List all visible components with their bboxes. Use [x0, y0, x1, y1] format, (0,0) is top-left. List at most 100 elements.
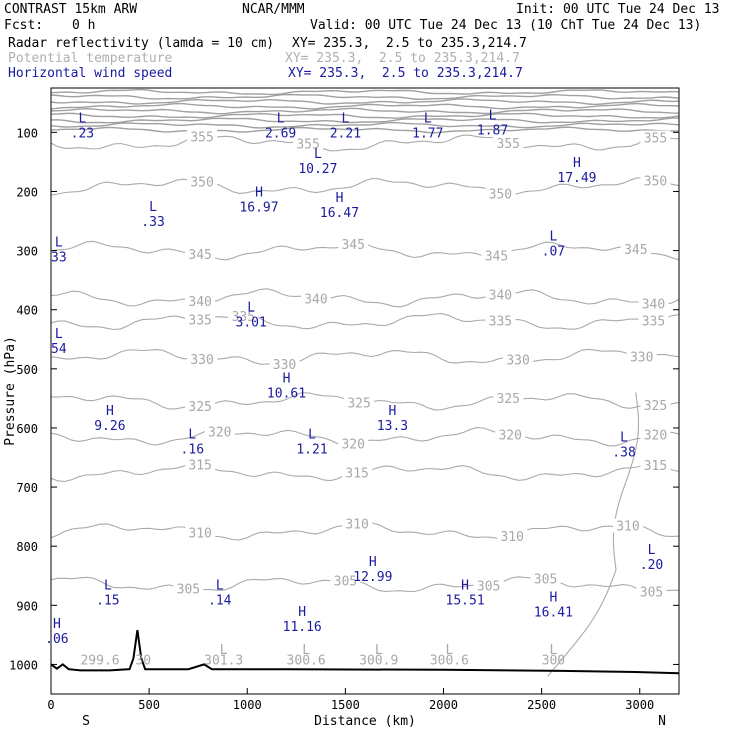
- terrain-line: [51, 629, 679, 675]
- theta-label: 315: [188, 459, 211, 474]
- wind-extremum-marker: H: [336, 191, 344, 206]
- plot-frame: [50, 87, 680, 695]
- theta-contour-305: [51, 576, 679, 594]
- valid-time: Valid: 00 UTC Tue 24 Dec 13 (10 ChT Tue …: [310, 18, 702, 33]
- theta-label-bg: [338, 436, 369, 451]
- wind-extremum-value: 33: [51, 251, 67, 266]
- theta-label: 305: [177, 583, 200, 598]
- theta-label-bg: [493, 135, 524, 150]
- field-1-xy: XY= 235.3, 2.5 to 235.3,214.7: [292, 36, 527, 51]
- wind-extremum-marker: H: [573, 156, 581, 171]
- surface-theta-label: 30: [135, 653, 151, 668]
- theta-label-bg: [485, 313, 516, 328]
- wind-extremum-marker: L: [55, 236, 63, 251]
- strat-contour: [51, 93, 679, 101]
- wind-extremum-value: 2.69: [265, 126, 296, 141]
- x-tick-label: 0: [47, 698, 54, 712]
- theta-label-bg: [481, 248, 512, 263]
- theta-label-bg: [497, 528, 528, 543]
- org-label: NCAR/MMM: [242, 2, 305, 17]
- theta-label: 310: [345, 518, 368, 533]
- y-tick-label: 1000: [9, 658, 38, 672]
- theta-label-bg: [204, 424, 235, 439]
- surface-theta-label: 300: [542, 653, 565, 668]
- theta-label-bg: [503, 352, 534, 367]
- wind-extremum-marker: H: [369, 555, 377, 570]
- theta-label-bg: [344, 395, 375, 410]
- y-axis-label: Pressure (hPa): [3, 336, 18, 446]
- y-tick-label: 600: [16, 422, 38, 436]
- theta-label: 320: [341, 438, 364, 453]
- surface-theta-label: 300.9: [359, 653, 398, 668]
- theta-label: 355: [190, 130, 213, 145]
- theta-label: 320: [208, 425, 231, 440]
- theta-label-bg: [300, 291, 331, 306]
- theta-label-bg: [330, 573, 361, 588]
- wind-extremum-marker: L: [314, 147, 322, 162]
- surface-marker: L: [375, 643, 383, 658]
- y-tick-label: 500: [16, 363, 38, 377]
- x-tick-label: 1000: [233, 698, 262, 712]
- theta-contour-330: [51, 348, 679, 365]
- wind-extremum-value: .15: [96, 593, 119, 608]
- wind-extremum-value: .06: [45, 632, 68, 647]
- surface-marker: L: [549, 643, 557, 658]
- theta-label-bg: [293, 136, 324, 151]
- y-tick-label: 300: [16, 245, 38, 259]
- theta-label: 315: [644, 459, 667, 474]
- theta-label: 345: [624, 243, 647, 258]
- y-tick-label: 400: [16, 304, 38, 318]
- theta-label: 340: [304, 292, 327, 307]
- forecast-label: Fcst:: [4, 18, 44, 33]
- theta-label: 320: [498, 429, 521, 444]
- wind-extremum-value: 12.99: [353, 570, 392, 585]
- wind-extremum-value: .16: [181, 443, 204, 458]
- wind-extremum-value: 16.97: [239, 200, 278, 215]
- wind-extremum-value: 13.3: [377, 419, 408, 434]
- y-tick-label: 100: [16, 126, 38, 140]
- wind-extremum-marker: H: [255, 185, 263, 200]
- surface-theta-label: 300.6: [430, 653, 469, 668]
- theta-label: 335: [188, 314, 211, 329]
- x-tick-label: 3000: [625, 698, 654, 712]
- wind-extremum-value: 15.51: [446, 593, 485, 608]
- theta-label-bg: [187, 129, 218, 144]
- theta-label: 310: [188, 527, 211, 542]
- x-tick-label: 1500: [331, 698, 360, 712]
- wind-extremum-value: .14: [208, 593, 232, 608]
- wind-extremum-marker: L: [341, 111, 349, 126]
- x-axis-label: Distance (km): [314, 714, 416, 729]
- y-tick-label: 700: [16, 481, 38, 495]
- theta-label-bg: [269, 356, 300, 371]
- theta-label-bg: [485, 287, 516, 302]
- init-time: Init: 00 UTC Tue 24 Dec 13: [516, 2, 720, 17]
- theta-label-bg: [185, 525, 216, 540]
- x-tick-label: 2500: [527, 698, 556, 712]
- theta-label: 330: [506, 353, 529, 368]
- theta-label: 345: [341, 238, 364, 253]
- theta-contour-335: [51, 313, 679, 331]
- theta-label: 345: [485, 249, 508, 264]
- field-1-name: Radar reflectivity (lamda = 10 cm): [8, 36, 275, 51]
- y-tick-label: 200: [16, 185, 38, 199]
- x-tick-label: 2000: [429, 698, 458, 712]
- theta-label-bg: [640, 397, 671, 412]
- wind-extremum-value: .20: [640, 558, 663, 573]
- wind-extremum-value: 16.47: [320, 206, 359, 221]
- surface-theta-label: 300.6: [287, 653, 326, 668]
- y-tick-label: 900: [16, 599, 38, 613]
- wind-extremum-marker: L: [424, 111, 432, 126]
- field-3-xy: XY= 235.3, 2.5 to 235.3,214.7: [288, 66, 523, 81]
- wind-extremum-value: .07: [542, 245, 565, 260]
- wind-extremum-marker: H: [106, 404, 114, 419]
- wind-extremum-value: 10.27: [298, 162, 337, 177]
- theta-label-bg: [493, 390, 524, 405]
- theta-label-bg: [473, 578, 504, 593]
- theta-label-bg: [640, 130, 671, 145]
- theta-label: 335: [489, 314, 512, 329]
- theta-label: 345: [188, 248, 211, 263]
- surface-marker: L: [220, 643, 228, 658]
- wind-extremum-marker: H: [389, 404, 397, 419]
- wind-extremum-marker: L: [489, 108, 497, 123]
- strat-contour: [51, 121, 679, 129]
